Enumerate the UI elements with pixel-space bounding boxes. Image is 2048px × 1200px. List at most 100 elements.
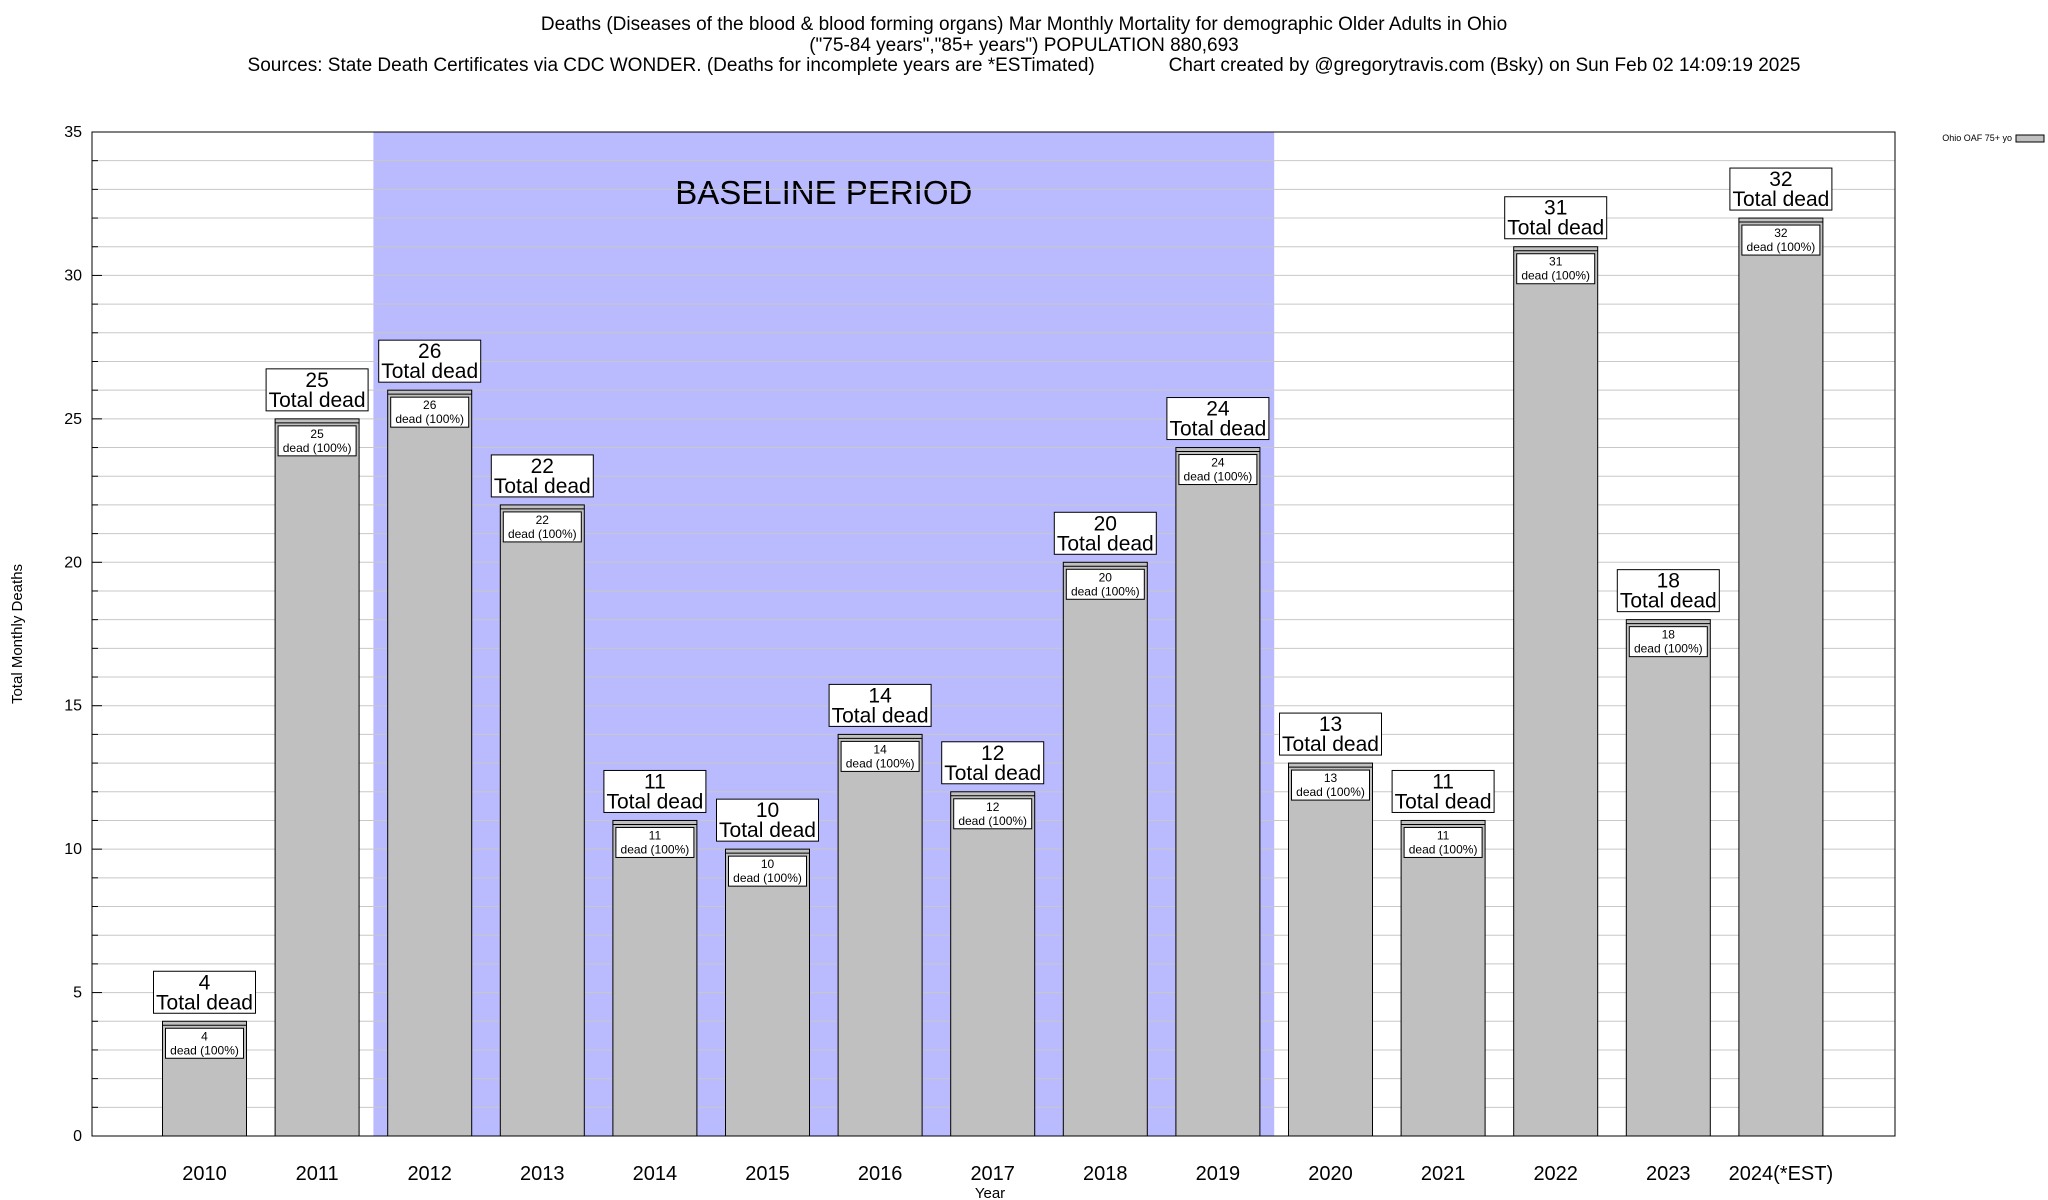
- total-label-box: [941, 741, 1045, 785]
- x-tick-label: 2023: [1646, 1163, 1691, 1185]
- total-dead-label: Total dead: [1057, 532, 1154, 555]
- x-tick-label: 2013: [520, 1163, 565, 1185]
- x-tick-label: 2024(*EST): [1729, 1163, 1834, 1185]
- bar-2020: [1288, 762, 1373, 1137]
- inner-percent-label: dead (100%): [170, 1043, 239, 1057]
- bar-2019: [1175, 447, 1261, 1137]
- inner-value-label: 26: [423, 398, 437, 412]
- total-dead-label: Total dead: [1282, 733, 1379, 756]
- total-dead-label: Total dead: [719, 819, 816, 842]
- inner-percent-label: dead (100%): [1747, 240, 1816, 254]
- total-dead-label: Total dead: [1507, 217, 1604, 240]
- inner-label-box: [390, 396, 470, 428]
- inner-label-box: [1291, 769, 1370, 801]
- x-tick-label: 2021: [1421, 1163, 1466, 1185]
- total-value-label: 11: [644, 770, 666, 793]
- total-dead-label: Total dead: [381, 360, 478, 383]
- total-dead-label: Total dead: [156, 991, 253, 1014]
- total-value-label: 10: [756, 799, 779, 822]
- bar-2022: [1513, 246, 1599, 1137]
- inner-label-box: [953, 798, 1033, 830]
- inner-percent-label: dead (100%): [1184, 470, 1253, 484]
- inner-value-label: 13: [1324, 771, 1338, 785]
- inner-label-box: [840, 740, 920, 772]
- total-label-box: [1053, 511, 1157, 555]
- inner-value-label: 32: [1774, 226, 1788, 240]
- inner-percent-label: dead (100%): [621, 842, 690, 856]
- total-value-label: 25: [305, 369, 328, 392]
- x-tick-label: 2022: [1533, 1163, 1578, 1185]
- x-tick-label: 2011: [296, 1163, 339, 1185]
- y-tick-label: 25: [64, 411, 82, 428]
- bar-2018: [1062, 561, 1148, 1137]
- inner-percent-label: dead (100%): [846, 756, 915, 770]
- total-label-box: [828, 683, 932, 727]
- inner-value-label: 14: [873, 742, 887, 756]
- total-value-label: 22: [531, 455, 554, 478]
- y-tick-label: 35: [64, 124, 82, 141]
- bar-2014: [612, 819, 698, 1137]
- inner-value-label: 31: [1549, 255, 1563, 269]
- total-label-box: [1616, 569, 1720, 613]
- inner-percent-label: dead (100%): [283, 441, 352, 455]
- inner-percent-label: dead (100%): [1409, 842, 1478, 856]
- bar-2015: [725, 848, 810, 1137]
- y-tick-label: 5: [73, 985, 82, 1002]
- bar-2011: [274, 418, 360, 1137]
- bar-2021: [1400, 819, 1486, 1137]
- inner-value-label: 24: [1211, 456, 1225, 470]
- total-dead-label: Total dead: [832, 704, 929, 727]
- bar-2012: [387, 389, 473, 1137]
- inner-label-box: [615, 826, 695, 858]
- total-label-box: [1166, 397, 1270, 441]
- inner-value-label: 12: [986, 800, 1000, 814]
- inner-label-box: [277, 425, 357, 457]
- total-label-box: [603, 769, 707, 813]
- total-label-box: [1391, 769, 1495, 813]
- inner-label-box: [1516, 253, 1596, 285]
- inner-value-label: 18: [1662, 628, 1676, 642]
- inner-percent-label: dead (100%): [1521, 269, 1590, 283]
- total-value-label: 12: [981, 742, 1004, 765]
- x-tick-label: 2017: [970, 1163, 1015, 1185]
- x-tick-label: 2016: [858, 1163, 903, 1185]
- inner-percent-label: dead (100%): [508, 527, 577, 541]
- y-tick-label: 10: [64, 841, 82, 858]
- total-dead-label: Total dead: [1169, 418, 1266, 441]
- inner-percent-label: dead (100%): [733, 871, 802, 885]
- y-tick-label: 20: [64, 554, 82, 571]
- total-value-label: 11: [1432, 770, 1454, 793]
- baseline-label: BASELINE PERIOD: [675, 174, 972, 211]
- y-tick-label: 15: [64, 698, 82, 715]
- legend-swatch: [2015, 134, 2045, 143]
- x-tick-label: 2010: [182, 1163, 227, 1185]
- inner-percent-label: dead (100%): [1296, 785, 1365, 799]
- inner-value-label: 11: [649, 828, 662, 842]
- chart-source-line: Sources: State Death Certificates via CD…: [247, 55, 1801, 76]
- chart-title: Deaths (Diseases of the blood & blood fo…: [540, 14, 1508, 35]
- inner-value-label: 20: [1099, 570, 1113, 584]
- total-dead-label: Total dead: [1395, 790, 1492, 813]
- total-dead-label: Total dead: [606, 790, 703, 813]
- total-label-box: [1279, 712, 1382, 756]
- bar-2024(*EST): [1738, 217, 1824, 1137]
- total-dead-label: Total dead: [494, 475, 591, 498]
- inner-percent-label: dead (100%): [1071, 584, 1140, 598]
- total-label-box: [378, 339, 482, 383]
- chart-subtitle: ("75-84 years","85+ years") POPULATION 8…: [809, 35, 1239, 56]
- total-label-box: [265, 368, 369, 412]
- inner-label-box: [1178, 454, 1258, 486]
- x-tick-label: 2014: [633, 1163, 678, 1185]
- total-value-label: 32: [1769, 168, 1792, 191]
- bar-2023: [1625, 619, 1711, 1137]
- total-value-label: 14: [868, 684, 892, 707]
- inner-label-box: [502, 511, 582, 543]
- total-dead-label: Total dead: [269, 389, 366, 412]
- total-dead-label: Total dead: [1620, 590, 1717, 613]
- x-tick-label: 2018: [1083, 1163, 1128, 1185]
- inner-percent-label: dead (100%): [395, 412, 464, 426]
- inner-percent-label: dead (100%): [958, 814, 1027, 828]
- bar-2013: [499, 504, 585, 1137]
- bar-2017: [950, 791, 1036, 1137]
